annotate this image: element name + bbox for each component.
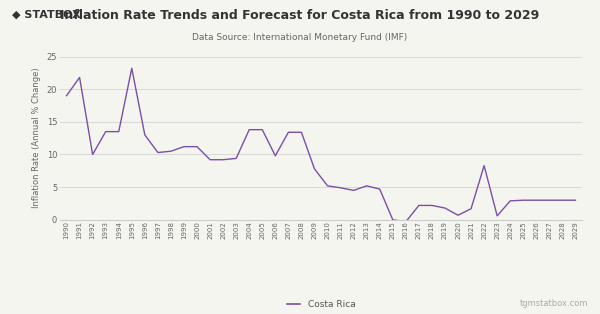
Text: Inflation Rate Trends and Forecast for Costa Rica from 1990 to 2029: Inflation Rate Trends and Forecast for C…	[61, 9, 539, 22]
Text: ◆ STATBOX: ◆ STATBOX	[12, 9, 81, 19]
Y-axis label: Inflation Rate (Annual % Change): Inflation Rate (Annual % Change)	[32, 68, 41, 208]
Legend: Costa Rica: Costa Rica	[283, 296, 359, 312]
Text: Data Source: International Monetary Fund (IMF): Data Source: International Monetary Fund…	[193, 33, 407, 42]
Text: tgmstatbox.com: tgmstatbox.com	[520, 299, 588, 308]
